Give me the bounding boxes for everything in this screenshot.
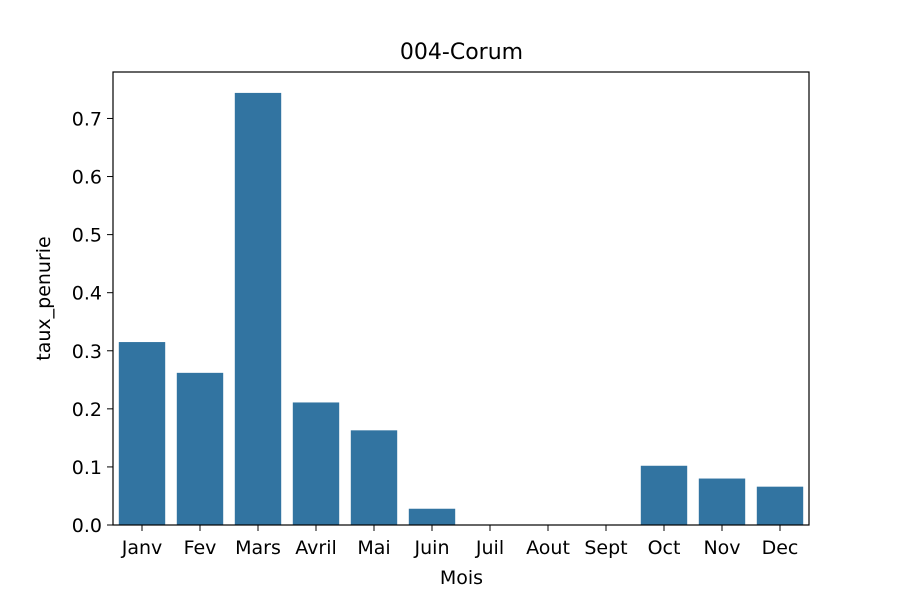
plot-frame bbox=[112, 71, 810, 526]
plot-area bbox=[112, 71, 810, 526]
y-tick-label: 0.5 bbox=[72, 225, 102, 247]
x-tick-label: Avril bbox=[295, 537, 337, 559]
bar-nov bbox=[698, 478, 746, 525]
x-tick-label: Juin bbox=[414, 537, 450, 559]
y-tick-label: 0.6 bbox=[72, 167, 102, 189]
x-axis: Janv Fev Mars Avril Mai Juin Juil Aout Sept Oct No… bbox=[121, 525, 799, 559]
chart-title: 004-Corum bbox=[400, 40, 523, 65]
y-tick-label: 0.0 bbox=[72, 515, 102, 537]
x-tick-label: Mars bbox=[235, 537, 281, 559]
bar-fev bbox=[176, 372, 224, 525]
x-tick-label: Dec bbox=[762, 537, 799, 559]
x-tick-label: Mai bbox=[357, 537, 390, 559]
y-axis: 0.0 0.1 0.2 0.3 0.4 0.5 0.6 0.7 bbox=[72, 108, 113, 537]
x-tick-label: Fev bbox=[184, 537, 217, 559]
x-tick-label: Janv bbox=[121, 537, 163, 559]
x-tick-label: Nov bbox=[703, 537, 740, 559]
x-tick-label: Aout bbox=[526, 537, 570, 559]
bar-avril bbox=[292, 402, 340, 525]
bar-oct bbox=[640, 465, 688, 525]
bar-juin bbox=[408, 508, 456, 525]
bar-mai bbox=[350, 430, 398, 525]
y-tick-label: 0.7 bbox=[72, 108, 102, 130]
x-tick-label: Juil bbox=[475, 537, 504, 559]
bar-mars bbox=[234, 92, 282, 525]
x-tick-label: Sept bbox=[584, 537, 627, 559]
y-tick-label: 0.3 bbox=[72, 341, 102, 363]
x-tick-label: Oct bbox=[648, 537, 681, 559]
bars bbox=[118, 92, 804, 525]
x-axis-label: Mois bbox=[440, 567, 483, 589]
y-axis-label: taux_penurie bbox=[33, 236, 55, 361]
y-tick-label: 0.4 bbox=[72, 283, 102, 305]
bar-dec bbox=[756, 486, 804, 525]
bar-janv bbox=[118, 342, 166, 525]
y-tick-label: 0.1 bbox=[72, 457, 102, 479]
y-tick-label: 0.2 bbox=[72, 399, 102, 421]
